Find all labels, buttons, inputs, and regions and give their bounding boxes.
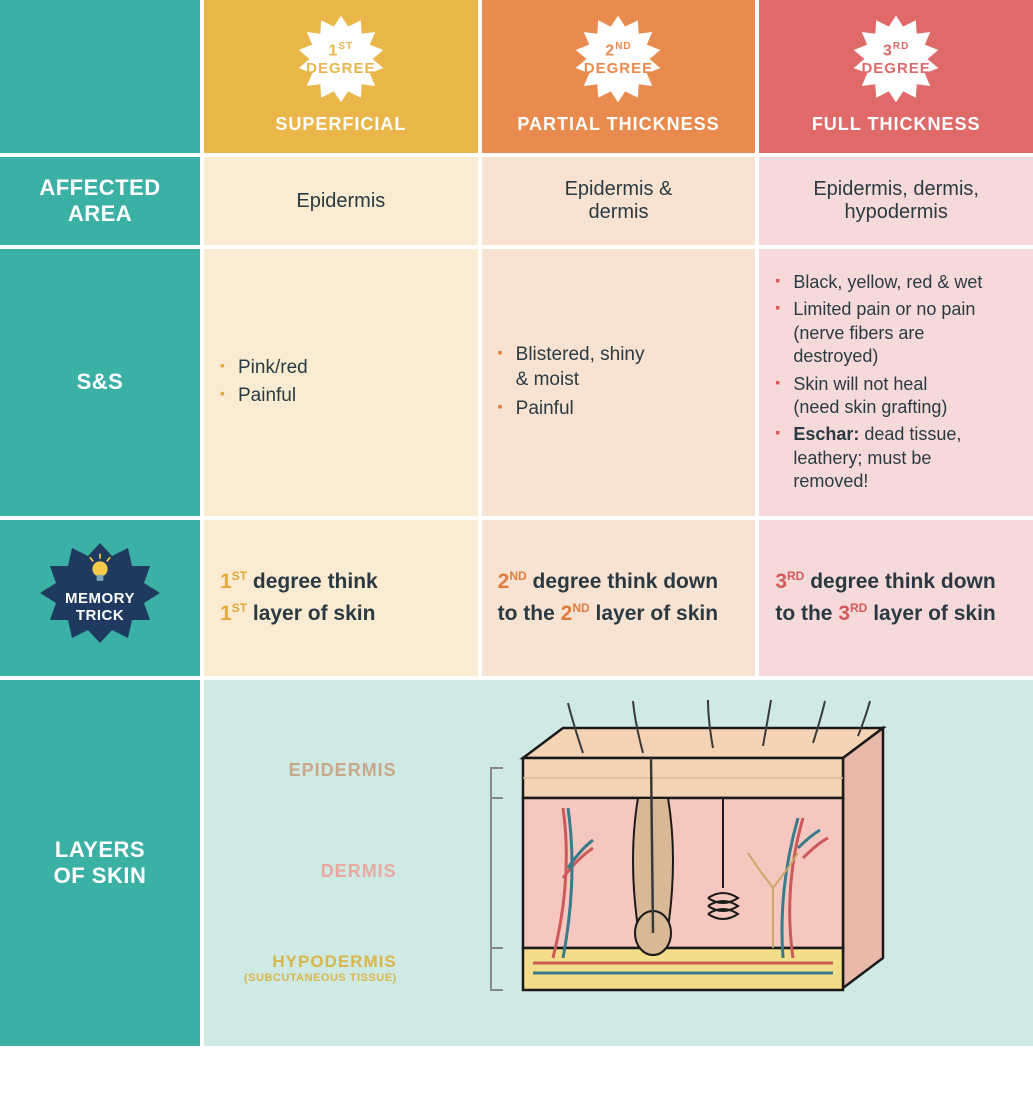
col-subtitle: FULL THICKNESS [775,114,1017,135]
memory-1st: 1ST degree think 1ST layer of skin [204,520,478,676]
col-header-1st: 1ST DEGREE SUPERFICIAL [204,0,478,153]
row-label-memory: MEMORY TRICK [0,520,200,676]
row-label-layers: LAYERS OF SKIN [0,680,200,1046]
col-header-3rd: 3RD DEGREE FULL THICKNESS [759,0,1033,153]
label-dermis: DERMIS [244,861,397,882]
layers-diagram-cell: EPIDERMIS DERMIS HYPODERMIS (SUBCUTANEOU… [204,680,1033,1046]
ss-list-3: Black, yellow, red & wet Limited pain or… [775,267,1017,498]
lightbulb-icon [83,552,117,586]
col-header-2nd: 2ND DEGREE PARTIAL THICKNESS [482,0,756,153]
label-epidermis: EPIDERMIS [244,760,397,781]
ss-1st: Pink/red Painful [204,249,478,516]
memory-3rd: 3RD degree think down to the 3RD layer o… [759,520,1033,676]
affected-1st: Epidermis [204,157,478,245]
corner-cell [0,0,200,153]
ss-2nd: Blistered, shiny & moist Painful [482,249,756,516]
affected-2nd: Epidermis & dermis [482,157,756,245]
ss-list-1: Pink/red Painful [220,352,462,413]
row-label-affected: AFFECTED AREA [0,157,200,245]
ss-3rd: Black, yellow, red & wet Limited pain or… [759,249,1033,516]
memory-2nd: 2ND degree think down to the 2ND layer o… [482,520,756,676]
affected-3rd: Epidermis, dermis, hypodermis [759,157,1033,245]
badge-1st: 1ST DEGREE [296,14,386,104]
burn-degree-table: 1ST DEGREE SUPERFICIAL 2ND DEGREE PARTIA… [0,0,1033,1046]
row-label-ss: S&S [0,249,200,516]
label-hypodermis: HYPODERMIS (SUBCUTANEOUS TISSUE) [244,952,397,984]
badge-2nd: 2ND DEGREE [573,14,663,104]
ss-list-2: Blistered, shiny & moist Painful [498,339,740,425]
col-subtitle: PARTIAL THICKNESS [498,114,740,135]
badge-3rd: 3RD DEGREE [851,14,941,104]
col-subtitle: SUPERFICIAL [220,114,462,135]
skin-cross-section-icon [463,698,893,1028]
layer-labels: EPIDERMIS DERMIS HYPODERMIS (SUBCUTANEOU… [244,760,397,984]
memory-trick-badge: MEMORY TRICK [40,538,160,658]
badge-num: 1 [328,42,338,59]
